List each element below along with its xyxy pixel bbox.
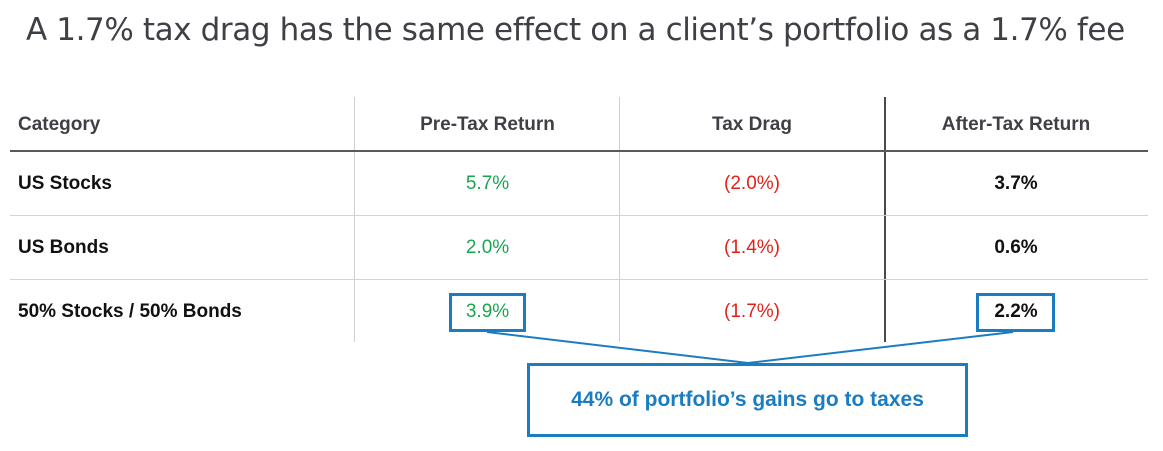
tax-drag-cell: (1.4%) <box>724 237 780 258</box>
row-divider <box>10 215 1148 216</box>
category-cell: 50% Stocks / 50% Bonds <box>18 301 242 322</box>
column-divider <box>884 97 886 342</box>
header-category: Category <box>18 114 101 135</box>
header-tax-drag: Tax Drag <box>712 114 792 135</box>
pre-tax-highlight-box <box>449 293 526 332</box>
after-tax-highlight-box <box>976 293 1055 332</box>
pre-tax-return-cell: 3.9% <box>465 301 510 322</box>
after-tax-return-cell: 0.6% <box>994 237 1038 258</box>
header-divider <box>10 150 1148 152</box>
pre-tax-return-cell: 5.7% <box>465 173 510 194</box>
tax-drag-cell: (1.7%) <box>724 301 780 322</box>
column-divider <box>354 97 355 342</box>
category-cell: US Bonds <box>18 237 109 258</box>
header-after-tax-return: After-Tax Return <box>941 114 1091 135</box>
page-title: A 1.7% tax drag has the same effect on a… <box>26 12 1125 48</box>
column-divider <box>619 97 620 342</box>
pre-tax-return-cell: 2.0% <box>465 237 510 258</box>
after-tax-return-cell: 2.2% <box>994 301 1038 322</box>
after-tax-return-cell: 3.7% <box>994 173 1038 194</box>
callout-box: 44% of portfolio’s gains go to taxes <box>527 363 968 437</box>
tax-drag-cell: (2.0%) <box>724 173 780 194</box>
category-cell: US Stocks <box>18 173 112 194</box>
callout-text: 44% of portfolio’s gains go to taxes <box>571 388 924 411</box>
header-pre-tax-return: Pre-Tax Return <box>420 114 555 135</box>
row-divider <box>10 279 1148 280</box>
